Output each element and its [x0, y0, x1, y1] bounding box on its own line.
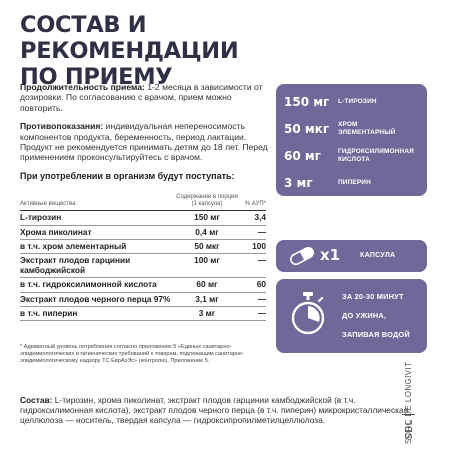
dosage-value: 150 мг [284, 95, 330, 109]
table-cell-amount: 150 мг [176, 210, 238, 226]
table-cell-substance: Хрома пиколинат [20, 225, 176, 241]
nutrition-table: Активные вещества Содержание в порции (1… [20, 193, 266, 322]
table-cell-substance: Экстракт плодов черного перца 97% [20, 292, 176, 308]
table-cell-substance: в т.ч. гидроксилимонной кислота [20, 277, 176, 293]
dosage-value: 50 мкг [284, 121, 330, 136]
contraindications-label: Противопоказания: [20, 121, 104, 132]
table-row: L-тирозин 150 мг 3,4 [20, 210, 266, 226]
table-header-amount: Содержание в порции (1 капсула) [176, 193, 238, 212]
dosage-value: 3 мг [284, 176, 313, 190]
dosage-name: L-ТИРОЗИН [338, 98, 377, 106]
brand-logo: SDL [404, 419, 415, 440]
dosage-item: 150 мг L-ТИРОЗИН [284, 95, 377, 109]
capsule-label: КАПСУЛА [360, 252, 396, 259]
table-row: Экстракт плодов гарцинии камбоджийской 1… [20, 253, 266, 279]
timing-card: ЗА 20-30 МИНУТ ДО УЖИНА, ЗАПИВАЯ ВОДОЙ [276, 279, 427, 353]
table-row: в т.ч. гидроксилимонной кислота 60 мг 60 [20, 277, 266, 293]
table-header-row: Активные вещества Содержание в порции (1… [20, 193, 266, 212]
timing-line-1: ЗА 20-30 МИНУТ [342, 292, 404, 301]
table-cell-amount: 3 мг [176, 306, 238, 322]
dosage-item: 60 мг ГИДРОКСИЛИМОННАЯ КИСЛОТА [284, 148, 422, 163]
table-cell-percent: 3,4 [238, 210, 266, 226]
page-title: СОСТАВ И РЕКОМЕНДАЦИИ ПО ПРИЕМУ [20, 12, 320, 90]
composition-text: L-тирозин, хрома пиколинат, экстракт пло… [20, 395, 409, 426]
composition-label: Состав: [20, 395, 53, 405]
table-cell-amount: 60 мг [176, 277, 238, 293]
dosage-panel: 150 мг L-ТИРОЗИН 50 мкг ХРОМ ЭЛЕМЕНТАРНЫ… [276, 84, 427, 196]
timing-line-3: ЗАПИВАЯ ВОДОЙ [342, 330, 410, 339]
brand-divider [402, 414, 415, 415]
table-header-substance: Активные вещества [20, 193, 176, 212]
dosage-value: 60 мг [284, 148, 321, 163]
table-cell-substance: Экстракт плодов гарцинии камбоджийской [20, 253, 176, 279]
timing-line-2: ДО УЖИНА, [342, 311, 387, 320]
table-cell-amount: 50 мкг [176, 239, 238, 255]
stopwatch-icon [288, 289, 328, 339]
dosage-name: ХРОМ ЭЛЕМЕНТАРНЫЙ [338, 121, 396, 136]
contraindications-paragraph: Противопоказания: индивидуальная неперен… [20, 121, 270, 163]
table-cell-substance: L-тирозин [20, 210, 176, 226]
table-cell-percent: — [238, 253, 266, 279]
dosage-item: 50 мкг ХРОМ ЭЛЕМЕНТАРНЫЙ [284, 121, 408, 136]
duration-label: Продолжительность приема: [20, 82, 145, 92]
table-cell-substance: в т.ч. пиперин [20, 306, 176, 322]
table-cell-percent: — [238, 292, 266, 308]
capsule-count: x1 [320, 246, 341, 264]
footnote: * Адекватный уровень потребления согласн… [20, 344, 245, 364]
table-row: в т.ч. пиперин 3 мг — [20, 306, 266, 322]
table-cell-amount: 100 мг [176, 253, 238, 279]
dosage-name: ГИДРОКСИЛИМОННАЯ КИСЛОТА [338, 148, 414, 163]
table-cell-percent: — [238, 306, 266, 322]
table-header-percent: % АУП* [238, 193, 266, 212]
table-cell-percent: — [238, 225, 266, 241]
title-line-1: СОСТАВ И РЕКОМЕНДАЦИИ [20, 12, 239, 64]
table-row: Экстракт плодов черного перца 97% 3,1 мг… [20, 292, 266, 308]
title-line-2: ПО ПРИЕМУ [20, 64, 173, 90]
table-cell-amount: 3,1 мг [176, 292, 238, 308]
table-cell-amount: 0,4 мг [176, 225, 238, 241]
composition-paragraph: Состав: L-тирозин, хрома пиколинат, экст… [20, 395, 425, 426]
duration-paragraph: Продолжительность приема: 1-2 месяца в з… [20, 82, 270, 113]
intake-heading: При употреблении в организм будут поступ… [20, 170, 235, 181]
table-cell-substance: в т.ч. хром элементарный [20, 239, 176, 255]
capsule-card: x1 КАПСУЛА [276, 240, 427, 272]
contraindications-text: индивидуальная непереносимость компонент… [20, 121, 268, 163]
table-cell-percent: 100 [238, 239, 266, 255]
duration-text: 1-2 месяца в зависимости от дозировки. П… [20, 82, 263, 113]
dosage-name: ПИПЕРИН [338, 179, 371, 187]
table-cell-percent: 60 [238, 277, 266, 293]
table-row: в т.ч. хром элементарный 50 мкг 100 [20, 239, 266, 255]
dosage-item: 3 мг ПИПЕРИН [284, 176, 371, 190]
capsule-icon [286, 246, 318, 266]
instructions: Продолжительность приема: 1-2 месяца в з… [20, 82, 270, 185]
table-row: Хрома пиколинат 0,4 мг — [20, 225, 266, 241]
